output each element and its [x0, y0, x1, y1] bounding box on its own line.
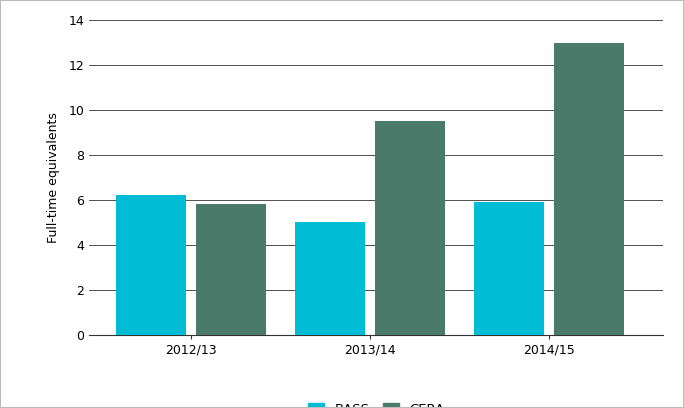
Y-axis label: Full-time equivalents: Full-time equivalents	[47, 112, 60, 243]
Bar	[116, 195, 186, 335]
Bar	[554, 43, 624, 335]
Bar	[295, 222, 365, 335]
Bar	[196, 204, 265, 335]
Legend: BASS, CERA: BASS, CERA	[308, 403, 445, 408]
Bar	[375, 122, 445, 335]
Bar	[475, 202, 544, 335]
